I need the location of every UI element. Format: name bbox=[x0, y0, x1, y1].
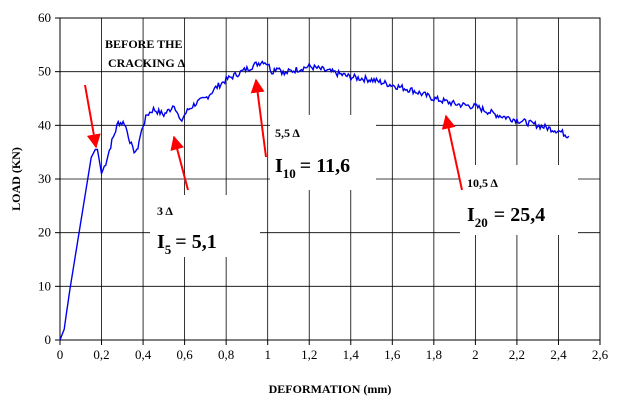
x-tick-label: 1,2 bbox=[301, 347, 317, 362]
ann-3delta-label: 3 Δ bbox=[157, 204, 173, 218]
x-tick-label: 2,2 bbox=[509, 347, 525, 362]
arrow-before-cracking bbox=[84, 84, 101, 149]
y-tick-label: 40 bbox=[38, 117, 51, 132]
ann-55delta-label: 5,5 Δ bbox=[275, 126, 300, 140]
ann-55delta-box bbox=[270, 115, 376, 190]
ann-105delta-label: 10,5 Δ bbox=[467, 176, 498, 190]
ann-3delta-box bbox=[150, 195, 260, 257]
x-tick-label: 0,2 bbox=[93, 347, 109, 362]
axis-ticks bbox=[55, 17, 601, 345]
y-axis-label: LOAD (KN) bbox=[9, 147, 23, 211]
ann-before-line2: CRACKING Δ bbox=[108, 56, 186, 70]
x-tick-label: 0 bbox=[57, 347, 64, 362]
x-tick-label: 1,4 bbox=[343, 347, 360, 362]
y-tick-label: 0 bbox=[45, 332, 52, 347]
arrow-3delta bbox=[170, 135, 189, 191]
ann-3delta-index: I5 = 5,1 bbox=[157, 231, 217, 257]
x-tick-label: 0,6 bbox=[176, 347, 193, 362]
arrow-55delta bbox=[250, 78, 267, 158]
x-tick-label: 2 bbox=[472, 347, 479, 362]
x-tick-label: 1,8 bbox=[426, 347, 442, 362]
y-tick-label: 30 bbox=[38, 171, 51, 186]
x-tick-label: 2,6 bbox=[592, 347, 609, 362]
x-tick-label: 0,4 bbox=[135, 347, 152, 362]
x-tick-label: 1 bbox=[264, 347, 271, 362]
annotations: BEFORE THE CRACKING Δ 3 Δ I5 = 5,1 5,5 Δ … bbox=[105, 37, 578, 257]
y-tick-label: 10 bbox=[38, 278, 51, 293]
annotation-arrows bbox=[84, 78, 463, 191]
tick-labels: 0 0,2 0,4 0,6 0,8 1 1,2 1,4 1,6 1,8 2 2,2 2,4 2,6 0 10 2… bbox=[38, 10, 609, 362]
y-tick-label: 60 bbox=[38, 10, 51, 25]
x-tick-label: 0,8 bbox=[218, 347, 234, 362]
x-tick-label: 2,4 bbox=[550, 347, 567, 362]
series-line bbox=[59, 60, 570, 341]
x-tick-label: 1,6 bbox=[384, 347, 401, 362]
y-tick-label: 20 bbox=[38, 225, 51, 240]
x-axis-label: DEFORMATION (mm) bbox=[269, 382, 392, 396]
ann-105delta-index: I20 = 25,4 bbox=[467, 204, 545, 230]
arrow-105delta bbox=[441, 114, 463, 191]
y-tick-label: 50 bbox=[38, 64, 51, 79]
ann-105delta-box bbox=[460, 165, 578, 235]
ann-55delta-index: I10 = 11,6 bbox=[275, 155, 350, 181]
ann-before-line1: BEFORE THE bbox=[105, 37, 182, 51]
